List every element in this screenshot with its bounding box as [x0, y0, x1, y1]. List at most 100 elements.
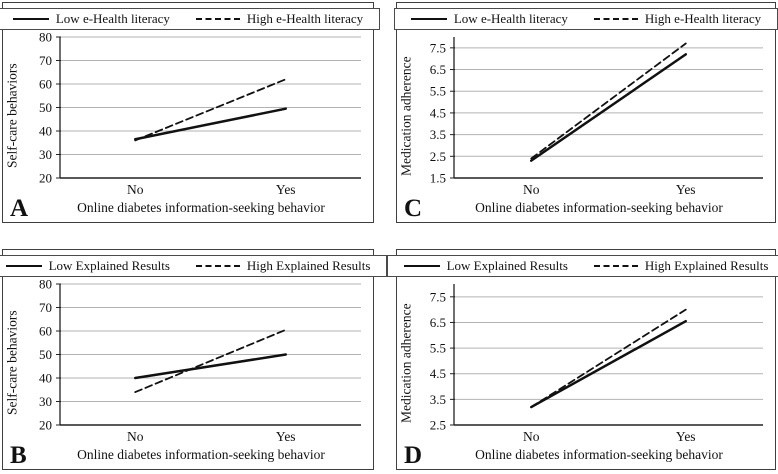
y-tick-label: 50 — [39, 347, 52, 362]
series-line-solid — [530, 319, 687, 409]
series-line-dashed — [134, 78, 287, 142]
dashed-line-sample-icon — [593, 18, 638, 20]
y-tick-label: 4.5 — [430, 366, 446, 381]
plot-area: 20 30 40 50 60 70 80 No Yes — [39, 33, 361, 197]
y-axis-title: Self-care behaviors — [4, 310, 20, 416]
panel-b: Low Explained Results High Explained Res… — [0, 249, 388, 470]
series-line-solid — [134, 353, 287, 380]
series-line-dashed — [134, 328, 287, 393]
legend-label: High e-Health literacy — [246, 11, 364, 26]
panel-d: Low Explained Results High Explained Res… — [386, 249, 778, 470]
legend-item-dashed: High e-Health literacy — [593, 11, 762, 27]
y-tick-label: 6.5 — [430, 315, 446, 330]
legend-label: Low Explained Results — [446, 258, 568, 273]
y-axis-title: Medication adherence — [398, 303, 414, 423]
y-axis-title: Medication adherence — [398, 56, 414, 176]
solid-line-sample-icon — [12, 18, 49, 20]
dashed-line-sample-icon — [593, 265, 638, 267]
legend-box: Low e-Health literacy High e-Health lite… — [393, 8, 778, 30]
x-axis-title: Online diabetes information-seeking beha… — [77, 200, 325, 215]
dashed-line-sample-icon — [195, 265, 240, 267]
y-tick-label: 40 — [39, 371, 52, 386]
x-tick-label: No — [523, 182, 540, 197]
panel-letter: C — [404, 195, 423, 222]
y-tick-label: 2.5 — [430, 418, 446, 433]
panel-a: Low e-Health literacy High e-Health lite… — [0, 2, 381, 223]
y-tick-label: 60 — [39, 324, 52, 339]
legend-box: Low Explained Results High Explained Res… — [0, 255, 388, 277]
legend-item-solid: Low e-Health literacy — [410, 11, 568, 27]
solid-line-sample-icon — [410, 18, 447, 20]
legend-item-dashed: High Explained Results — [593, 258, 769, 274]
legend-item-dashed: High e-Health literacy — [195, 11, 364, 27]
legend-row: Low e-Health literacy High e-Health lite… — [393, 8, 778, 30]
legend-row: Low Explained Results High Explained Res… — [0, 255, 388, 277]
legend-label: Low Explained Results — [48, 258, 170, 273]
y-tick-label: 3.5 — [430, 127, 446, 142]
legend-item-solid: Low Explained Results — [403, 258, 568, 274]
y-tick-label: 5.5 — [430, 341, 446, 356]
y-tick-label: 20 — [39, 418, 52, 433]
y-axis-title: Self-care behaviors — [4, 63, 20, 169]
y-tick-label: 70 — [39, 53, 52, 68]
y-tick-label: 7.5 — [430, 289, 446, 304]
series-line-dashed — [530, 42, 687, 160]
y-tick-label: 40 — [39, 124, 52, 139]
legend-label: High Explained Results — [644, 258, 769, 273]
plot-area: 20 30 40 50 60 70 80 No Yes — [39, 280, 361, 444]
solid-line-sample-icon — [403, 265, 440, 267]
y-tick-label: 60 — [39, 77, 52, 92]
plot-area: 1.5 2.5 3.5 4.5 5.5 6.5 7.5 No Yes — [430, 37, 763, 197]
x-tick-label: No — [127, 182, 144, 197]
x-tick-label: No — [523, 429, 540, 444]
x-tick-label: Yes — [276, 429, 296, 444]
y-tick-label: 6.5 — [430, 62, 446, 77]
y-tick-label: 30 — [39, 147, 52, 162]
x-tick-label: Yes — [676, 182, 696, 197]
y-tick-label: 4.5 — [430, 105, 446, 120]
plot-area: 2.5 3.5 4.5 5.5 6.5 7.5 No Yes — [430, 284, 763, 444]
y-tick-label: 5.5 — [430, 84, 446, 99]
legend-item-dashed: High Explained Results — [195, 258, 371, 274]
chart-row: Self-care behaviors 20 30 40 50 60 70 80 No Yes — [3, 33, 373, 199]
dashed-line-sample-icon — [195, 18, 240, 20]
y-tick-label: 3.5 — [430, 392, 446, 407]
series-line-solid — [134, 107, 287, 141]
y-tick-label: 20 — [39, 171, 52, 186]
legend-item-solid: Low e-Health literacy — [12, 11, 170, 27]
legend-box: Low Explained Results High Explained Res… — [386, 255, 778, 277]
y-tick-label: 2.5 — [430, 149, 446, 164]
panel-c: Low e-Health literacy High e-Health lite… — [393, 2, 778, 223]
legend-label: High Explained Results — [246, 258, 371, 273]
y-tick-label: 80 — [39, 33, 52, 45]
x-axis-title: Online diabetes information-seeking beha… — [77, 447, 325, 462]
legend-label: Low e-Health literacy — [453, 11, 568, 26]
chart-row: Medication adherence 1.5 2.5 3.5 4.5 5.5 6.5 7… — [397, 33, 775, 199]
legend-label: Low e-Health literacy — [55, 11, 170, 26]
x-axis-title: Online diabetes information-seeking beha… — [475, 447, 723, 462]
y-tick-label: 50 — [39, 100, 52, 115]
x-axis-title: Online diabetes information-seeking beha… — [475, 200, 723, 215]
x-tick-label: No — [127, 429, 144, 444]
series-line-dashed — [530, 308, 687, 408]
legend-row: Low Explained Results High Explained Res… — [386, 255, 778, 277]
x-tick-label: Yes — [276, 182, 296, 197]
chart-row: Self-care behaviors 20 30 40 50 60 70 80 No Yes — [3, 280, 373, 446]
solid-line-sample-icon — [5, 265, 42, 267]
series-line-solid — [530, 53, 687, 162]
y-tick-label: 70 — [39, 300, 52, 315]
legend-item-solid: Low Explained Results — [5, 258, 170, 274]
x-tick-label: Yes — [676, 429, 696, 444]
y-tick-label: 80 — [39, 280, 52, 292]
panel-letter: D — [404, 442, 423, 469]
legend-label: High e-Health literacy — [644, 11, 762, 26]
y-tick-label: 7.5 — [430, 40, 446, 55]
y-tick-label: 30 — [39, 394, 52, 409]
chart-row: Medication adherence 2.5 3.5 4.5 5.5 6.5 7.5 N… — [397, 280, 775, 446]
legend-row: Low e-Health literacy High e-Health lite… — [0, 8, 381, 30]
panel-letter: B — [10, 442, 27, 469]
panel-letter: A — [10, 195, 29, 222]
y-tick-label: 1.5 — [430, 171, 446, 186]
legend-box: Low e-Health literacy High e-Health lite… — [0, 8, 381, 30]
